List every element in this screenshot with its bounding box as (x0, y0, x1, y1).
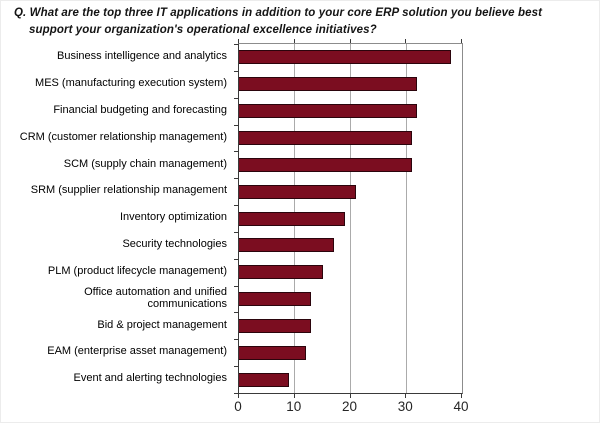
bar (239, 184, 357, 199)
bar (239, 130, 412, 145)
bar (239, 104, 418, 119)
category-label: SRM (supplier relationship management (30, 184, 227, 197)
category-label: Business intelligence and analytics (57, 50, 227, 63)
bar (239, 292, 312, 307)
top-tick (461, 39, 462, 43)
category-axis-labels: Business intelligence and analytics MES (… (1, 43, 232, 394)
category-label: CRM (customer relationship management) (19, 130, 227, 143)
category-boundary-tick (234, 97, 238, 99)
category-boundary-tick (234, 393, 238, 394)
category-boundary-tick (234, 312, 238, 314)
bar (239, 265, 323, 280)
category-boundary-tick (234, 151, 238, 153)
bar (239, 318, 312, 333)
category-boundary-tick (234, 258, 238, 260)
gridline (405, 44, 407, 393)
category-label: PLM (product lifecycle management) (47, 264, 227, 277)
bar (239, 77, 418, 92)
category-boundary-tick (234, 231, 238, 233)
bar (239, 50, 451, 65)
chart-question-title: Q. What are the top three IT application… (14, 5, 592, 39)
category-boundary-tick (234, 70, 238, 72)
top-tick (349, 39, 351, 43)
bar (239, 157, 412, 172)
category-boundary-tick (234, 178, 238, 180)
bottom-tick (461, 393, 462, 398)
bar (239, 345, 306, 360)
category-label: Security technologies (122, 238, 227, 251)
top-tick (238, 39, 239, 43)
category-label: Bid & project management (97, 318, 227, 331)
title-line1: Q. What are the top three IT application… (14, 7, 543, 19)
bottom-tick (405, 393, 407, 398)
category-boundary-tick (234, 44, 238, 45)
category-label: Event and alerting technologies (73, 372, 228, 385)
category-boundary-tick (234, 285, 238, 287)
category-boundary-tick (234, 366, 238, 368)
top-tick (405, 39, 407, 43)
top-tick (293, 39, 295, 43)
category-label: Office automation and unified communicat… (84, 285, 227, 311)
x-tick-label: 0 (234, 399, 242, 414)
x-tick-label: 10 (286, 399, 302, 414)
bar (239, 372, 290, 387)
bottom-tick (349, 393, 351, 398)
x-tick-label: 20 (341, 399, 358, 414)
x-tick-label: 30 (397, 399, 413, 414)
bottom-tick (293, 393, 295, 398)
category-label: Financial budgeting and forecasting (53, 103, 227, 116)
category-boundary-tick (234, 124, 238, 126)
category-label: EAM (enterprise asset management) (47, 345, 227, 358)
gridline (350, 44, 351, 393)
category-label: Inventory optimization (120, 211, 227, 224)
category-label: MES (manufacturing execution system) (35, 77, 227, 90)
plot-area (238, 43, 463, 394)
x-tick-label: 40 (453, 399, 469, 414)
category-label: SCM (supply chain management) (63, 157, 227, 170)
category-boundary-tick (234, 205, 238, 207)
bottom-tick (238, 393, 239, 398)
bar (239, 211, 345, 226)
category-boundary-tick (234, 339, 238, 341)
title-line2: support your organization's operational … (29, 24, 377, 36)
bar (239, 238, 334, 253)
